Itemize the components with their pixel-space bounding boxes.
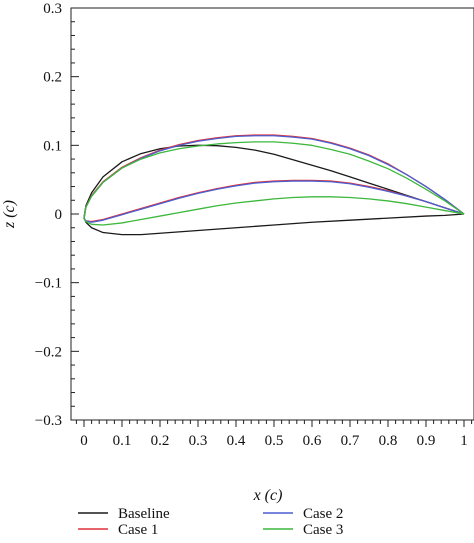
series-line-case-1-lower bbox=[83, 179, 465, 223]
legend-label: Case 2 bbox=[303, 506, 343, 522]
legend-label: Baseline bbox=[118, 506, 170, 522]
y-tick-label: 0.2 bbox=[43, 70, 62, 86]
x-tick-label: 0.7 bbox=[341, 433, 360, 449]
y-tick-label: −0.3 bbox=[35, 413, 62, 429]
x-tick-label: 0.4 bbox=[227, 433, 246, 449]
series-layer bbox=[83, 134, 465, 236]
y-tick-label: 0.1 bbox=[43, 138, 62, 154]
ticks-layer: 0 0.1 0.2 0.3 0.4 0.5 0.6 0.7 0.8 0.9 1 0.3 0.2 0.1 0 −… bbox=[35, 1, 473, 449]
series-line-baseline-lower bbox=[83, 213, 465, 236]
series-line-case-3-lower bbox=[83, 196, 465, 226]
x-axis-title: x (c) bbox=[253, 487, 283, 504]
x-tick-label: 0 bbox=[80, 433, 88, 449]
y-tick-label: −0.2 bbox=[35, 344, 62, 360]
x-tick-label: 0.1 bbox=[113, 433, 132, 449]
x-tick-label: 0.2 bbox=[151, 433, 170, 449]
x-tick-label: 0.9 bbox=[417, 433, 436, 449]
series-line-baseline-upper bbox=[83, 144, 465, 218]
series-line-case-1-upper bbox=[83, 134, 465, 219]
series-line-case-2-upper bbox=[83, 135, 465, 219]
x-tick-label: 0.6 bbox=[303, 433, 322, 449]
x-tick-label: 0.3 bbox=[189, 433, 208, 449]
x-tick-label: 1 bbox=[460, 433, 468, 449]
y-tick-label: −0.1 bbox=[35, 276, 62, 292]
x-tick-label: 0.8 bbox=[379, 433, 398, 449]
series-line-case-3-upper bbox=[83, 141, 465, 219]
legend-label: Case 3 bbox=[303, 522, 343, 538]
y-axis-title: z (c) bbox=[1, 200, 18, 229]
x-tick-label: 0.5 bbox=[265, 433, 284, 449]
legend-label: Case 1 bbox=[118, 522, 158, 538]
y-tick-label: 0 bbox=[55, 207, 63, 223]
series-line-case-2-lower bbox=[83, 180, 465, 223]
y-tick-label: 0.3 bbox=[43, 1, 62, 17]
plot-frame bbox=[70, 7, 474, 421]
